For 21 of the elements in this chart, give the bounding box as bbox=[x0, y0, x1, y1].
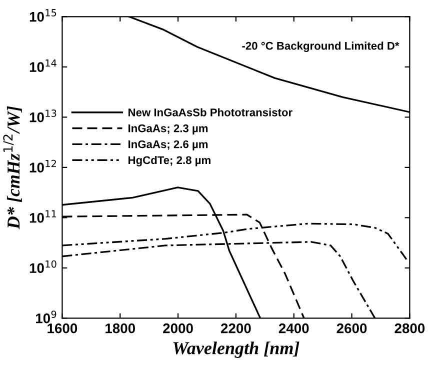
y-tick-label: 10$^{9}$ bbox=[36, 310, 56, 324]
x-tick-label: 1600 bbox=[48, 323, 78, 334]
x-tick-label: 2200 bbox=[220, 323, 251, 334]
x-tick-label: 2400 bbox=[278, 323, 309, 334]
legend-label: InGaAs; 2.3 µm bbox=[128, 124, 208, 134]
y-tick-label: 10$^{14}$ bbox=[30, 59, 56, 72]
x-tick-label: 1800 bbox=[106, 323, 135, 334]
y-tick-label: 10$^{12}$ bbox=[30, 160, 56, 172]
x-tick-label: 2800 bbox=[394, 323, 425, 334]
x-axis-title: Wavelength [nm] bbox=[173, 342, 300, 358]
legend-label: HgCdTe; 2.8 µm bbox=[128, 156, 210, 166]
legend-label: New InGaAsSb Phototransistor bbox=[128, 108, 292, 116]
y-tick-label: 10$^{10}$ bbox=[30, 260, 56, 274]
y-tick-label: 10$^{11}$ bbox=[30, 210, 56, 223]
annotation: -20 °C Background Limited D* bbox=[242, 42, 400, 52]
y-tick-label: 10$^{13}$ bbox=[30, 110, 56, 122]
legend-label: InGaAs; 2.6 µm bbox=[128, 140, 208, 150]
x-tick-label: 2000 bbox=[163, 323, 193, 334]
y-axis-title: D* [cmHz$^{1/2}$/W] bbox=[3, 106, 22, 230]
y-tick-label: 10$^{15}$ bbox=[30, 9, 56, 22]
x-tick-label: 2600 bbox=[336, 323, 367, 334]
